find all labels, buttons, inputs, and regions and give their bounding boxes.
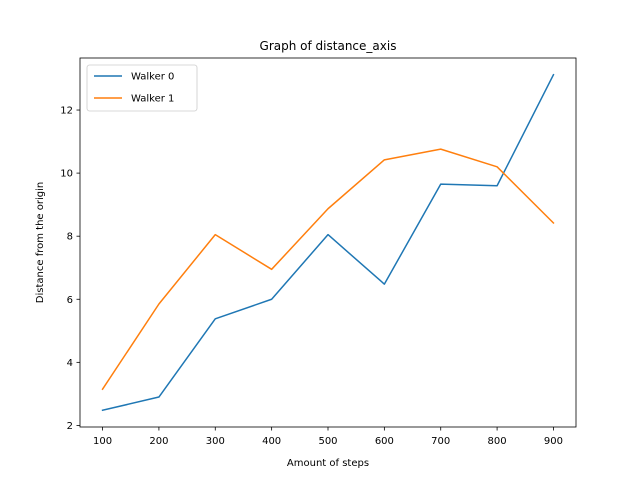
x-tick-label: 600 <box>375 436 394 447</box>
x-tick-label: 100 <box>93 436 112 447</box>
legend-label: Walker 1 <box>131 94 174 105</box>
x-tick-label: 800 <box>488 436 507 447</box>
y-axis-ticks: 2 4 6 8 10 12 <box>60 106 80 432</box>
y-tick-label: 10 <box>60 169 73 180</box>
legend: Walker 0 Walker 1 <box>86 64 198 112</box>
legend-label: Walker 0 <box>131 72 174 83</box>
axes-frame <box>79 57 577 428</box>
x-tick-label: 200 <box>149 436 168 447</box>
x-axis-label: Amount of steps <box>287 458 369 469</box>
chart-title: Graph of distance_axis <box>260 39 397 53</box>
x-tick-label: 400 <box>262 436 281 447</box>
series-line-walker-1 <box>101 148 555 391</box>
x-tick-label: 500 <box>318 436 337 447</box>
y-tick-label: 2 <box>67 421 73 432</box>
x-axis-ticks: 100 200 300 400 500 600 700 800 900 <box>93 427 563 447</box>
series-line-walker-0 <box>101 73 555 412</box>
x-tick-label: 900 <box>544 436 563 447</box>
y-axis-label: Distance from the origin <box>35 182 46 303</box>
y-tick-label: 4 <box>67 358 73 369</box>
y-tick-label: 12 <box>60 106 73 117</box>
plot-area <box>101 73 555 412</box>
y-tick-label: 6 <box>67 295 73 306</box>
x-tick-label: 300 <box>206 436 225 447</box>
x-tick-label: 700 <box>431 436 450 447</box>
y-tick-label: 8 <box>67 232 73 243</box>
